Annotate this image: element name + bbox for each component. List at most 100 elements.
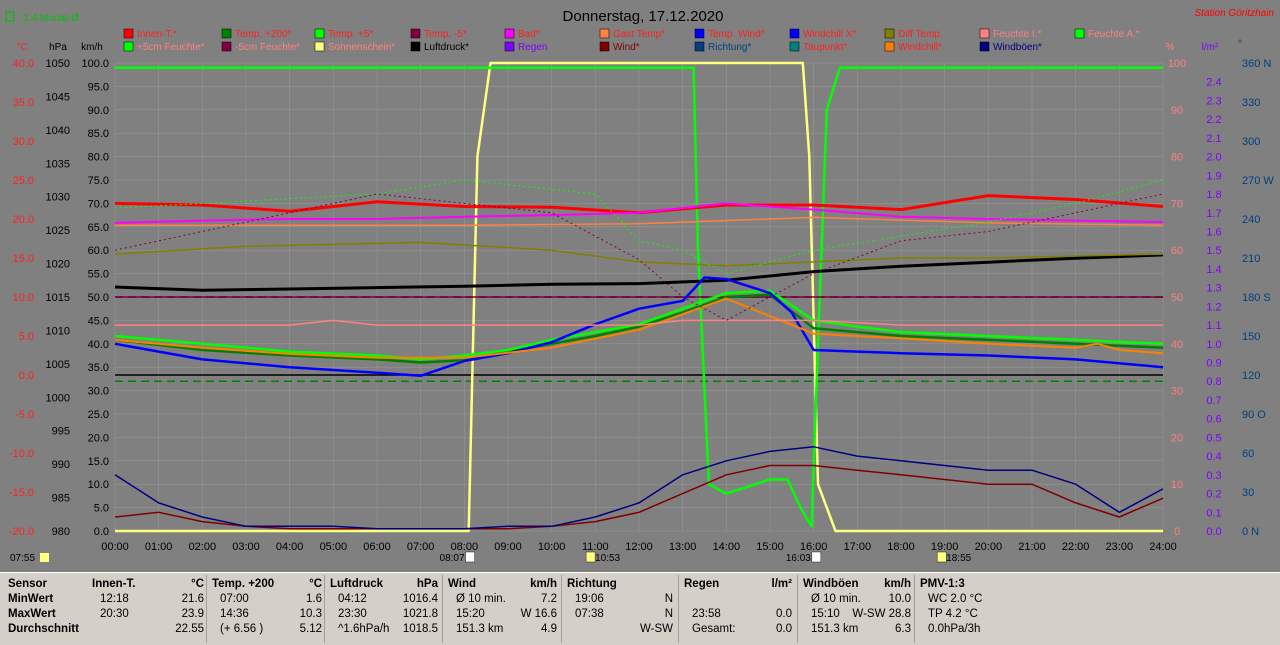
sun-event-label: 08:07 [440,553,465,564]
stats-separator [206,575,207,643]
series-line [115,319,1163,326]
x-tick-label: 14:00 [713,541,741,553]
rain-tick-label: 0.2 [1206,489,1221,501]
x-tick-label: 08:00 [451,541,479,553]
rain-tick-label: 1.9 [1206,170,1221,182]
direction-tick-label: 240 [1242,214,1260,226]
pressure-tick-label: 980 [52,526,70,538]
x-tick-label: 23:00 [1106,541,1134,553]
stats-column: Windböen km/h Ø 10 min. 10.0 15:10 W-SW 28.8 1… [803,577,911,637]
temp-tick-label: -10.0 [9,448,34,460]
stats-cell-value: 21.6 [181,593,204,605]
rain-tick-label: 2.3 [1206,95,1221,107]
stats-cell-value: 1021.8 [402,608,438,620]
percent-tick-label: 90 [1171,105,1183,117]
legend-swatch [599,41,610,52]
rain-tick-label: 0.9 [1206,358,1221,370]
wind-tick-label: 55.0 [88,269,109,281]
stats-cell-value: 1016.4 [402,593,438,605]
legend-swatch [410,41,421,52]
direction-tick-label: 300 [1242,136,1260,148]
stats-column-name: Innen-T. [92,578,136,590]
temp-unit: °C [16,42,27,53]
wind-tick-label: 45.0 [88,315,109,327]
legend-swatch [789,28,800,39]
legend-swatch [694,28,705,39]
series-line [114,297,1164,359]
series-line [114,193,1164,321]
month-average: -1.4 Monat-Ø [20,13,79,24]
stats-cell-time: 04:12 [338,593,367,605]
legend-swatch [979,28,990,39]
percent-tick-label: 10 [1171,479,1183,491]
pressure-tick-label: 1025 [46,225,70,237]
temp-tick-label: -20.0 [9,526,34,538]
stats-cell-time: 20:30 [100,608,129,620]
x-tick-label: 24:00 [1149,541,1177,553]
stats-cell-value: 1018.5 [402,623,438,635]
axes: 40.0 35.0 30.0 25.0 20.0 15.0 10.0 5.0 0.0 -5.0 -1… [9,58,1274,553]
legend-entry: -5cm Feuchte* [235,42,300,53]
legend-entry: Windchill* [898,42,942,53]
legend-swatch [504,28,515,39]
wind-tick-label: 10.0 [88,479,109,491]
stats-cell-value: N [664,593,673,605]
rain-tick-label: 1.8 [1206,189,1221,201]
stats-separator [324,575,325,643]
percent-tick-label: 20 [1171,432,1183,444]
legend-swatch [123,41,134,52]
stats-separator [442,575,443,643]
stats-cell-time: 07:00 [220,593,249,605]
legend-entry: Richtung* [708,42,751,53]
stats-column-unit: °C [309,578,322,590]
percent-tick-label: 80 [1171,152,1183,164]
rain-tick-label: 1.7 [1206,208,1221,220]
rain-tick-label: 2.4 [1206,77,1221,89]
wind-tick-label: 15.0 [88,456,109,468]
stats-cell-time: TP 4.2 °C [928,608,978,620]
legend-entry: Diff Temp. [898,29,943,40]
stats-cell-value: 10.3 [299,608,322,620]
series-line [115,66,1163,528]
stats-cell-value: 0.0 [776,623,792,635]
stats-cell-time: 0.0hPa/3h [928,623,981,635]
stats-column-name: Richtung [567,578,617,590]
rain-unit: l/m² [1202,42,1219,53]
wind-tick-label: 30.0 [88,386,109,398]
temp-tick-label: -5.0 [15,409,34,421]
stats-cell-time: 14:36 [220,608,249,620]
percent-tick-label: 50 [1171,292,1183,304]
row-label-min: MinWert [8,593,54,605]
direction-tick-label: 180 S [1242,292,1271,304]
sun-icon [811,551,822,563]
series-line [114,241,1164,267]
direction-tick-label: 30 [1242,487,1254,499]
sun-icon [465,551,475,563]
pressure-tick-label: 1050 [46,58,70,70]
legend-entry: Wind* [613,42,640,53]
sun-icon [40,553,49,562]
x-tick-label: 17:00 [844,541,872,553]
stats-column: PMV-1:3 WC 2.0 °C TP 4.2 °C 0.0hPa/3h [920,577,1004,637]
direction-unit: ° [1238,39,1242,50]
rain-tick-label: 1.3 [1206,283,1221,295]
temp-tick-label: 35.0 [13,97,34,109]
legend-swatch [599,28,610,39]
sun-events: 07:55 08:07 10:53 16:03 18:55 [10,551,972,564]
rain-tick-label: 1.2 [1206,301,1221,313]
stats-cell-time: 07:38 [575,608,604,620]
stats-column-unit: km/h [884,578,911,590]
stats-cell-time: 151.3 km [456,623,504,635]
wind-tick-label: 85.0 [88,128,109,140]
stats-cell-time: 151.3 km [811,623,859,635]
direction-tick-label: 360 N [1242,58,1271,70]
series-group [114,61,1164,533]
stats-cell-value: W-SW [639,623,673,635]
month-avg-icon [5,11,15,22]
stats-separator [678,575,679,643]
stats-column-name: Luftdruck [330,578,384,590]
wind-tick-label: 25.0 [88,409,109,421]
rain-tick-label: 1.1 [1206,320,1221,332]
x-tick-label: 20:00 [975,541,1003,553]
legend-swatch [221,41,232,52]
